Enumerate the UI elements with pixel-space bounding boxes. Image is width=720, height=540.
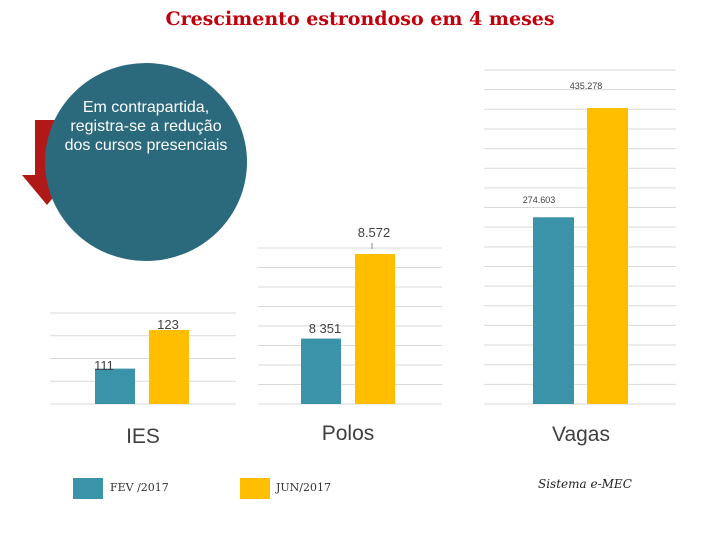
- bar-polos-jun: [355, 254, 395, 404]
- category-label-vagas: Vagas: [552, 423, 610, 446]
- data-label-vagas-jun: 435.278: [570, 81, 603, 91]
- bar-polos-fev: [301, 338, 341, 404]
- chart-title: Crescimento estrondoso em 4 meses: [165, 8, 555, 30]
- bar-vagas-fev: [533, 217, 574, 404]
- legend-swatch-fev: [73, 478, 103, 499]
- data-label-polos-fev: 8 351: [309, 321, 342, 336]
- callout-circle: [45, 63, 247, 261]
- data-label-polos-jun: 8.572: [358, 225, 391, 240]
- data-label-ies-jun: 123: [157, 317, 179, 332]
- data-label-vagas-fev: 274.603: [523, 195, 556, 205]
- bar-vagas-jun: [587, 108, 628, 404]
- legend-label-jun: JUN/2017: [276, 481, 332, 494]
- bar-ies-fev: [95, 368, 135, 404]
- bar-ies-jun: [149, 330, 189, 404]
- source-note: Sistema e-MEC: [538, 477, 632, 491]
- legend-label-fev: FEV /2017: [110, 481, 169, 494]
- callout-text: Em contrapartida, registra-se a redução …: [64, 99, 228, 154]
- category-label-ies: IES: [126, 425, 160, 448]
- legend-swatch-jun: [240, 478, 270, 499]
- data-label-ies-fev: 111: [94, 358, 114, 373]
- category-label-polos: Polos: [322, 422, 375, 445]
